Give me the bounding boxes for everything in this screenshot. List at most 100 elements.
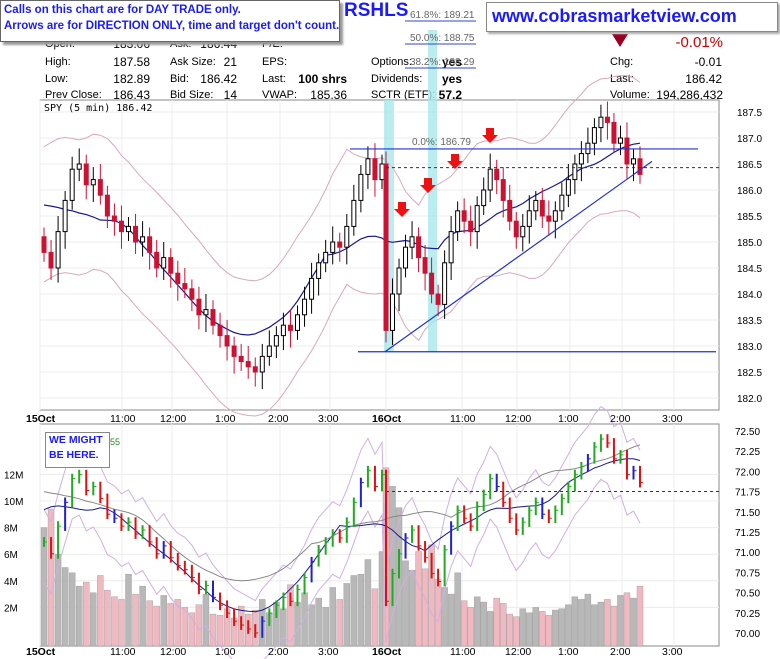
candle-body bbox=[422, 257, 428, 274]
candle-body bbox=[533, 199, 539, 212]
volume-bar bbox=[308, 604, 315, 647]
candle-body bbox=[126, 225, 131, 233]
volume-bar bbox=[76, 585, 83, 647]
volume-x-tick-label: 11:00 bbox=[450, 646, 476, 658]
volume-x-tick-label: 11:00 bbox=[110, 646, 136, 658]
volume-tick-label: 8M bbox=[4, 524, 18, 535]
vol-note-line-2: BE HERE. bbox=[49, 449, 99, 461]
candle-body bbox=[591, 127, 597, 144]
chg-label: Chg: bbox=[610, 56, 634, 68]
price-tick-label: 186.5 bbox=[737, 160, 762, 171]
volume-bar bbox=[336, 599, 343, 647]
vol-note-box: WE MIGHT BE HERE. bbox=[45, 432, 110, 468]
low-label: Low: bbox=[45, 73, 69, 85]
volume-bar bbox=[636, 585, 644, 647]
candle-body bbox=[598, 116, 604, 129]
fib-label: 38.2%: 188.29 bbox=[410, 57, 475, 68]
sctr-value: 57.2 bbox=[438, 88, 462, 102]
price-tick-label: 185.5 bbox=[737, 212, 762, 223]
candle-body bbox=[217, 324, 223, 337]
candle-body bbox=[461, 210, 467, 222]
price-x-tick-label: 11:00 bbox=[450, 413, 476, 425]
price-tick-label: 183.0 bbox=[737, 342, 762, 353]
volume-bar bbox=[584, 593, 592, 647]
volume-bar bbox=[287, 584, 294, 647]
candle-body bbox=[604, 116, 610, 123]
high-value: 187.58 bbox=[113, 55, 150, 69]
notice-line-2: Arrows are for DIRECTION ONLY, time and … bbox=[4, 20, 340, 32]
candle-body bbox=[630, 158, 636, 165]
ask-size-value: 21 bbox=[223, 55, 237, 69]
volume-x-tick-label: 1:00 bbox=[215, 646, 236, 658]
candle-body bbox=[442, 262, 448, 305]
volume-bar bbox=[97, 575, 104, 647]
fib-label: 0.0%: 186.79 bbox=[412, 137, 471, 148]
candle-body bbox=[520, 225, 526, 238]
price-x-tick-label: 11:00 bbox=[110, 413, 136, 425]
highlight-bar bbox=[428, 30, 437, 352]
volume-bar bbox=[83, 581, 90, 647]
down-triangle-icon bbox=[612, 34, 628, 47]
change-percent: -0.01% bbox=[675, 34, 723, 51]
candle-body bbox=[280, 324, 286, 337]
candle-body bbox=[365, 158, 371, 175]
indicator-tick-label: 71.75 bbox=[735, 488, 760, 499]
candle-body bbox=[189, 288, 195, 300]
volume-tick-label: 6M bbox=[4, 550, 18, 561]
candle-body bbox=[546, 215, 552, 222]
candle-body bbox=[133, 225, 139, 243]
indicator-legend-partial: 55 bbox=[110, 437, 120, 447]
volume-bar bbox=[454, 572, 461, 647]
last2-value: 186.42 bbox=[685, 72, 722, 86]
ticker-title: RSHLS bbox=[344, 0, 409, 21]
candle-body bbox=[62, 199, 68, 233]
last-shares-value: 100 shrs bbox=[298, 72, 347, 86]
volume-bar bbox=[487, 611, 494, 647]
candle-body bbox=[429, 272, 435, 295]
volume-bar bbox=[545, 615, 553, 647]
volume-value: 194,286,432 bbox=[656, 88, 723, 102]
volume-bar bbox=[301, 592, 308, 647]
price-x-tick-label: 3:00 bbox=[318, 413, 339, 425]
candle-body bbox=[409, 236, 415, 248]
volume-bar bbox=[188, 612, 196, 647]
volume-bar bbox=[415, 551, 422, 647]
candle-body bbox=[351, 199, 357, 227]
indicator-tick-label: 70.50 bbox=[735, 589, 760, 600]
volume-bar bbox=[604, 599, 611, 647]
candle-body bbox=[97, 179, 103, 196]
candle-body bbox=[316, 262, 322, 279]
candle-body bbox=[513, 220, 519, 238]
volume-bar bbox=[500, 603, 507, 647]
volume-bar bbox=[389, 486, 396, 647]
volume-bar bbox=[591, 604, 598, 647]
candle-body bbox=[337, 241, 343, 248]
volume-bar bbox=[526, 612, 533, 647]
volume-x-tick-label: 2:00 bbox=[610, 646, 631, 658]
indicator-slow-line bbox=[43, 444, 641, 582]
options-value: yes bbox=[441, 55, 462, 69]
indicator-tick-label: 72.25 bbox=[735, 447, 760, 458]
prev-close-value: 186.43 bbox=[113, 88, 150, 102]
candle-body bbox=[238, 355, 244, 363]
price-tick-label: 183.5 bbox=[737, 316, 762, 327]
volume-x-tick-label: 16Oct bbox=[372, 646, 402, 658]
volume-tick-label: 12M bbox=[4, 470, 23, 481]
candle-body bbox=[372, 158, 378, 181]
price-x-tick-label: 12:00 bbox=[505, 413, 531, 425]
price-x-tick-label: 16Oct bbox=[372, 413, 402, 425]
price-x-tick-label: 2:00 bbox=[268, 413, 289, 425]
volume-bar bbox=[617, 595, 624, 647]
site-url[interactable]: www.cobrasmarketview.com bbox=[492, 6, 737, 26]
volume-bar bbox=[132, 593, 139, 647]
candle-body bbox=[468, 220, 474, 233]
candle-body bbox=[552, 210, 558, 222]
indicator-tick-label: 71.00 bbox=[735, 548, 760, 559]
volume-x-tick-label: 3:00 bbox=[318, 646, 339, 658]
candle-body bbox=[90, 179, 96, 186]
candle-body bbox=[210, 309, 216, 326]
volume-bar bbox=[343, 583, 350, 647]
notice-line-1: Calls on this chart are for DAY TRADE on… bbox=[4, 4, 241, 16]
candle-body bbox=[266, 345, 272, 357]
site-box bbox=[486, 2, 778, 32]
